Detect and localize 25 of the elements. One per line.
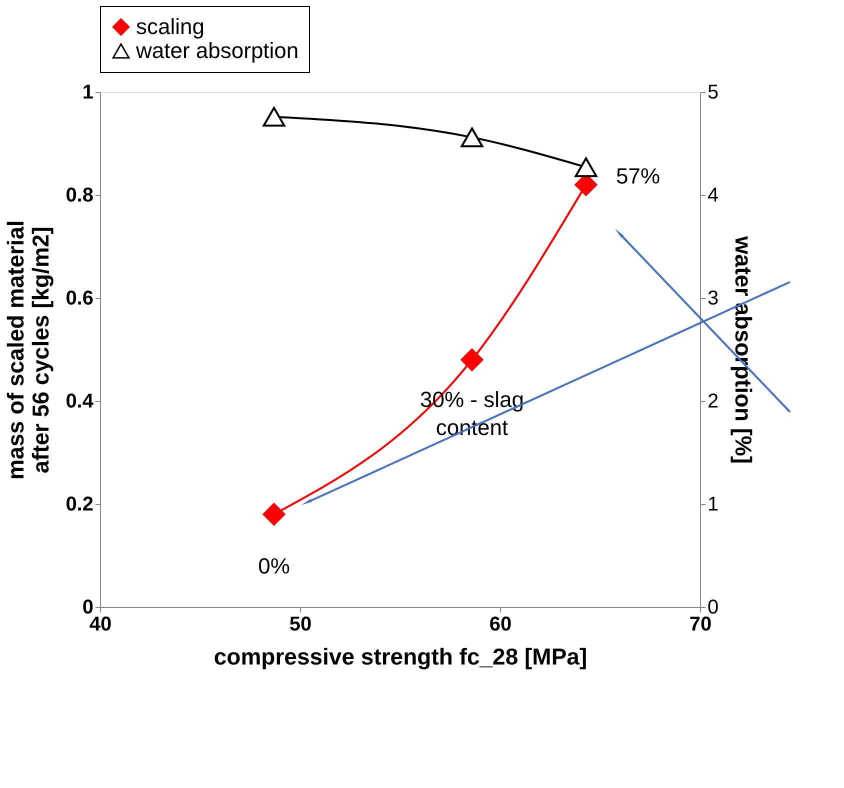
y-axis-title: mass of scaled material after 56 cycles [kg/m2] xyxy=(2,220,54,480)
legend-label: scaling xyxy=(136,14,204,39)
x-tick-label: 50 xyxy=(289,614,312,636)
annotation: 0% xyxy=(258,553,290,578)
y2-tick-label: 3 xyxy=(708,288,719,310)
point xyxy=(262,503,286,526)
y2-axis-title: water absorption [%] xyxy=(730,235,757,464)
y-tick-label: 0.6 xyxy=(66,288,94,310)
legend-label: water absorption xyxy=(135,38,299,63)
point xyxy=(574,157,598,178)
x-axis-title: compressive strength fc_28 [MPa] xyxy=(214,644,588,670)
y-tick-label: 0.2 xyxy=(66,494,94,516)
x-tick-label: 70 xyxy=(689,614,712,636)
y2-tick-label: 1 xyxy=(708,494,719,516)
y-tick-label: 1 xyxy=(82,82,94,104)
y2-tick-label: 5 xyxy=(708,82,719,104)
point xyxy=(262,106,286,127)
point xyxy=(460,348,484,372)
y2-tick-label: 4 xyxy=(708,184,719,206)
y2-tick-label: 2 xyxy=(708,390,719,412)
x-tick-label: 60 xyxy=(489,614,512,636)
point xyxy=(460,127,484,148)
y-tick-label: 0.8 xyxy=(66,184,94,206)
y-tick-label: 0.4 xyxy=(66,390,94,412)
annotation: 57% xyxy=(616,164,660,189)
